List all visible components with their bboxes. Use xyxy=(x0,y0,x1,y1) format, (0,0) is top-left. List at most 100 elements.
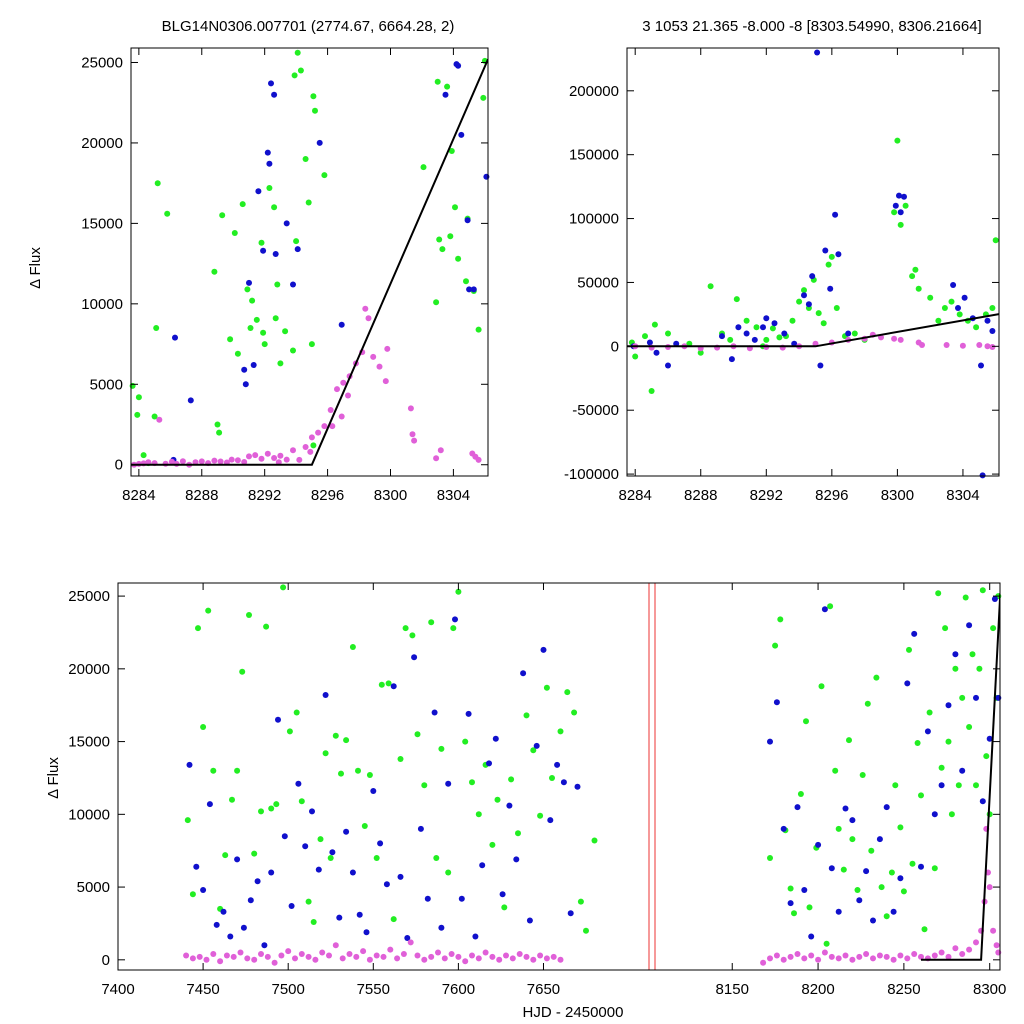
top-right-blue-point xyxy=(892,202,899,209)
top-left-ytick-label: 0 xyxy=(115,457,123,474)
bottom-magenta-point xyxy=(373,952,380,959)
bottom-blue-point xyxy=(821,606,828,613)
bottom-green-point xyxy=(239,668,246,675)
bottom-panel: 0 5000 10000 15000 20000 25000 7400 7450 7500 755… xyxy=(68,582,1006,998)
bottom-ytick-label: 25000 xyxy=(68,588,110,605)
top-right-green-point xyxy=(753,324,760,331)
bottom-blue-point xyxy=(424,895,431,902)
bottom-blue-point xyxy=(973,694,979,701)
top-left-frame xyxy=(130,47,489,477)
top-left-green-point xyxy=(480,94,487,101)
bottom-magenta-point xyxy=(986,884,993,891)
top-right-panel: -100000 -50000 0 50000 100000 150000 200000 828… xyxy=(564,47,1000,504)
bottom-magenta-point xyxy=(904,955,911,962)
bottom-blue-point xyxy=(780,825,787,832)
bottom-magenta-point xyxy=(387,946,394,953)
bottom-blue-point xyxy=(547,817,554,824)
top-left-green-point xyxy=(434,78,441,85)
top-right-green-point xyxy=(902,202,909,209)
bottom-xtick-label: 7600 xyxy=(442,981,475,998)
top-left-magenta-point xyxy=(376,363,383,370)
top-left-model-line xyxy=(131,58,488,466)
bottom-blue-point xyxy=(959,767,966,774)
bottom-green-point xyxy=(450,625,457,632)
top-left-green-point xyxy=(310,442,317,449)
bottom-magenta-point xyxy=(292,955,298,962)
top-right-blue-point xyxy=(989,328,996,334)
top-left-blue-point xyxy=(294,246,301,253)
top-left-green-point xyxy=(282,328,289,335)
top-left-xtick-label: 8304 xyxy=(437,487,470,504)
top-left-green-point xyxy=(216,429,223,436)
bottom-magenta-point xyxy=(815,956,822,963)
bottom-green-point xyxy=(835,825,842,832)
bottom-green-point xyxy=(280,584,287,591)
top-right-magenta-point xyxy=(891,335,898,342)
top-left-magenta-point xyxy=(241,459,248,465)
bottom-magenta-point xyxy=(448,951,455,957)
bottom-green-point xyxy=(921,926,928,933)
top-left-magenta-point xyxy=(277,452,284,459)
top-left-blue-point xyxy=(246,279,252,286)
bottom-green-point xyxy=(948,811,955,818)
top-right-blue-point xyxy=(743,330,750,337)
bottom-magenta-point xyxy=(475,955,482,962)
bottom-magenta-point xyxy=(319,949,326,956)
bottom-magenta-point xyxy=(973,939,979,946)
bottom-ytick-label: 20000 xyxy=(68,661,110,678)
bottom-blue-point xyxy=(472,933,479,940)
top-right-blue-point xyxy=(827,285,834,292)
top-left-green-point xyxy=(258,239,265,246)
bottom-ytick-label: 5000 xyxy=(77,879,110,896)
bottom-green-point xyxy=(571,709,578,716)
top-left-ytick-label: 15000 xyxy=(81,215,123,232)
top-left-magenta-point xyxy=(264,450,271,457)
top-left-magenta-point xyxy=(168,458,175,465)
bottom-xtick-label: 7650 xyxy=(527,981,560,998)
bottom-magenta-point xyxy=(856,953,863,960)
bottom-magenta-point xyxy=(360,948,367,955)
bottom-green-point xyxy=(976,665,983,672)
bottom-blue-point xyxy=(315,866,322,873)
top-left-magenta-point xyxy=(334,386,340,393)
bottom-green-point xyxy=(501,904,508,911)
bottom-blue-point xyxy=(540,646,547,653)
bottom-green-point xyxy=(438,745,445,752)
bottom-magenta-point xyxy=(237,949,244,956)
bottom-magenta-point xyxy=(870,955,876,962)
top-right-blue-point xyxy=(735,324,742,331)
top-left-ylabel: Δ Flux xyxy=(27,247,44,289)
bottom-magenta-point xyxy=(400,951,407,957)
top-left-green-point xyxy=(433,299,440,306)
bottom-magenta-point xyxy=(217,958,224,965)
bottom-green-point xyxy=(366,772,373,778)
bottom-blue-point xyxy=(377,840,384,847)
bottom-magenta-point xyxy=(990,927,997,934)
bottom-magenta-point xyxy=(428,953,435,960)
bottom-magenta-point xyxy=(543,955,550,962)
top-right-green-point xyxy=(789,317,796,324)
bottom-green-point xyxy=(195,625,201,632)
top-left-green-point xyxy=(475,326,482,333)
top-left-panel: 0 5000 10000 15000 20000 25000 8284 8288 8292 829… xyxy=(81,47,490,504)
bottom-magenta-point xyxy=(966,946,973,953)
bottom-green-point xyxy=(897,824,904,831)
top-right-green-point xyxy=(891,209,898,216)
top-right-magenta-point xyxy=(984,343,991,350)
bottom-green-point xyxy=(938,764,945,771)
top-right-blue-point xyxy=(961,294,968,301)
bottom-blue-point xyxy=(863,868,870,875)
top-right-blue-point xyxy=(809,273,816,280)
bottom-green-point xyxy=(293,709,300,716)
bottom-xtick-label: 7450 xyxy=(186,981,219,998)
bottom-blue-point xyxy=(574,783,581,790)
bottom-magenta-point xyxy=(251,956,258,963)
bottom-blue-point xyxy=(897,875,904,882)
top-left-blue-point xyxy=(338,321,345,328)
bottom-green-point xyxy=(859,772,866,778)
top-left-blue-point xyxy=(466,286,473,293)
top-right-green-point xyxy=(825,261,832,268)
bottom-blue-point xyxy=(938,782,945,789)
bottom-green-point xyxy=(409,632,416,639)
